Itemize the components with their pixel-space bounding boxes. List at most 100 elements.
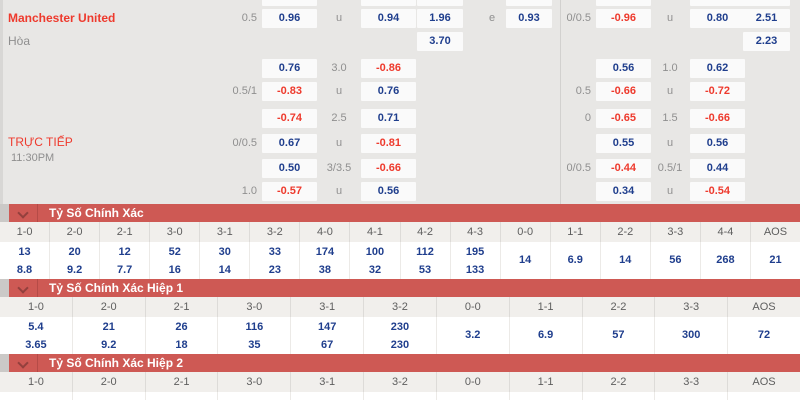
score-odds-value[interactable]: 16 [168,263,181,276]
odds-cell[interactable]: -0.74 [262,109,317,128]
score-column-header: 0-0 [437,297,510,317]
handicap-label: 0.5 [575,85,591,97]
score-odds-value[interactable]: 72 [757,329,771,341]
score-odds-value[interactable]: 67 [321,338,334,351]
odds-cell[interactable]: 0.93 [506,9,552,28]
score-odds-value[interactable]: 30 [218,245,231,258]
score-odds-value[interactable]: 14 [619,254,632,266]
section-header[interactable]: Tỷ Số Chính Xác [0,204,800,222]
odds-cell[interactable]: 0.94 [361,9,416,28]
odds-cell[interactable]: -0.66 [690,109,745,128]
score-odds-value[interactable]: 9.2 [66,263,83,276]
score-odds-value[interactable]: 8.8 [16,263,33,276]
score-odds-value[interactable]: 21 [102,320,115,333]
odds-cell[interactable]: 0.55 [596,134,651,153]
odds-cell[interactable]: 3.70 [417,32,463,51]
score-odds-column: 13 8.8 [0,242,51,279]
odds-cell[interactable]: 0.67 [262,134,317,153]
score-odds-value[interactable]: 26 [175,320,188,333]
odds-cell[interactable]: 0.50 [262,159,317,178]
odds-cell[interactable]: -0.86 [361,59,416,78]
odds-cell[interactable]: 1.96 [417,9,463,28]
score-odds-value[interactable]: 23 [268,263,281,276]
section-header[interactable]: Tỷ Số Chính Xác Hiệp 2 [0,354,800,372]
score-odds-value[interactable]: 147 [317,320,337,333]
odds-cell[interactable]: -0.65 [596,109,651,128]
score-odds-value[interactable]: 52 [168,245,181,258]
score-odds-value[interactable]: 3.2 [465,329,481,341]
score-odds-value[interactable]: 230 [390,338,410,351]
score-odds-value[interactable]: 56 [669,254,682,266]
odds-cell[interactable]: 0.56 [361,182,416,201]
odds-cell[interactable]: 0.80 [690,9,745,28]
score-odds-value[interactable]: 38 [318,263,332,276]
score-odds-value[interactable]: 112 [416,245,434,258]
odds-cell[interactable]: -0.72 [690,82,745,101]
odds-cell[interactable]: 0.76 [361,82,416,101]
handicap-label: 0.5/1 [657,162,683,174]
odds-cell[interactable]: 2.23 [743,32,790,51]
odds-cell[interactable]: -0.81 [361,134,416,153]
score-odds-value[interactable]: 133 [465,263,485,276]
correct-score-sections: Tỷ Số Chính Xác 1-0 2-0 2-1 3-0 3-1 3-2 4-0 4-1… [0,204,800,400]
odds-cell[interactable]: 0.34 [596,182,651,201]
score-odds-value[interactable]: 116 [245,320,264,333]
score-odds-value[interactable]: 33 [268,245,281,258]
score-odds-value[interactable]: 6.9 [567,254,583,266]
score-odds-value[interactable]: 174 [315,245,335,258]
score-odds-value[interactable]: 14 [519,254,532,266]
score-odds-column: 21 9.2 [73,317,146,354]
odds-cell[interactable]: -0.66 [361,159,416,178]
odds-cell[interactable]: 0.71 [361,109,416,128]
chevron-down-icon[interactable] [9,204,38,222]
score-odds-value[interactable]: 6.9 [537,329,554,341]
score-odds-value[interactable]: 13 [18,245,31,258]
odds-cell[interactable]: 0.62 [690,59,745,78]
odds-cell[interactable]: -0.66 [596,82,651,101]
score-odds-column [364,392,437,400]
score-odds-value[interactable]: 195 [465,245,485,258]
score-odds-value[interactable]: 20 [68,245,81,258]
score-odds-column: 268 [701,242,751,279]
odds-cell[interactable]: -0.83 [262,82,317,101]
score-column-header: 4-1 [350,222,401,242]
odds-cell[interactable]: -0.57 [262,182,317,201]
score-odds-column [73,392,146,400]
chevron-down-icon[interactable] [9,354,38,372]
score-columns-header-row: 1-0 2-0 2-1 3-0 3-1 3-2 4-0 4-1 4-2 4-3 0-0 1-1 2-2 3… [0,222,800,242]
score-odds-value[interactable]: 21 [769,254,782,266]
odds-cell[interactable]: -0.96 [596,9,651,28]
score-odds-value[interactable]: 57 [612,329,625,341]
odds-cell[interactable]: 0.96 [262,9,317,28]
score-odds-value[interactable]: 3.65 [25,338,47,351]
score-odds-value[interactable]: 7.7 [117,263,133,276]
odds-cell[interactable]: 0.44 [690,159,745,178]
score-column-header: 3-2 [364,372,437,392]
column-divider [560,0,561,204]
score-column-header: 4-0 [300,222,351,242]
score-odds-value[interactable]: 100 [365,245,385,258]
handicap-label: 0/0.5 [566,12,591,24]
score-odds-value[interactable]: 230 [390,320,410,333]
odds-cell[interactable]: 0.56 [690,134,745,153]
section-title: Tỷ Số Chính Xác Hiệp 2 [49,356,184,370]
odds-cell[interactable]: 0.76 [262,59,317,78]
score-odds-value[interactable]: 9.2 [101,338,117,351]
odds-cell[interactable]: -0.44 [596,159,651,178]
score-odds-value[interactable]: 5.4 [28,320,44,333]
score-odds-value[interactable]: 35 [248,338,261,351]
score-odds-value[interactable]: 300 [682,329,701,341]
handicap-label: u [666,12,674,24]
odds-cell[interactable]: 0.56 [596,59,651,78]
score-odds-value[interactable]: 18 [175,338,188,351]
score-odds-value[interactable]: 12 [118,245,131,258]
score-odds-value[interactable]: 14 [218,263,231,276]
odds-cell[interactable]: 2.51 [743,9,790,28]
score-odds-value[interactable]: 268 [716,254,735,266]
chevron-down-icon[interactable] [9,279,38,297]
section-header[interactable]: Tỷ Số Chính Xác Hiệp 1 [0,279,800,297]
handicap-label: 1.0 [662,62,678,74]
score-odds-value[interactable]: 32 [368,263,382,276]
odds-cell[interactable]: -0.54 [690,182,745,201]
score-odds-value[interactable]: 53 [418,263,432,276]
